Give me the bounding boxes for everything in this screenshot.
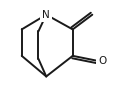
Text: O: O (97, 56, 105, 66)
Text: N: N (42, 10, 50, 20)
